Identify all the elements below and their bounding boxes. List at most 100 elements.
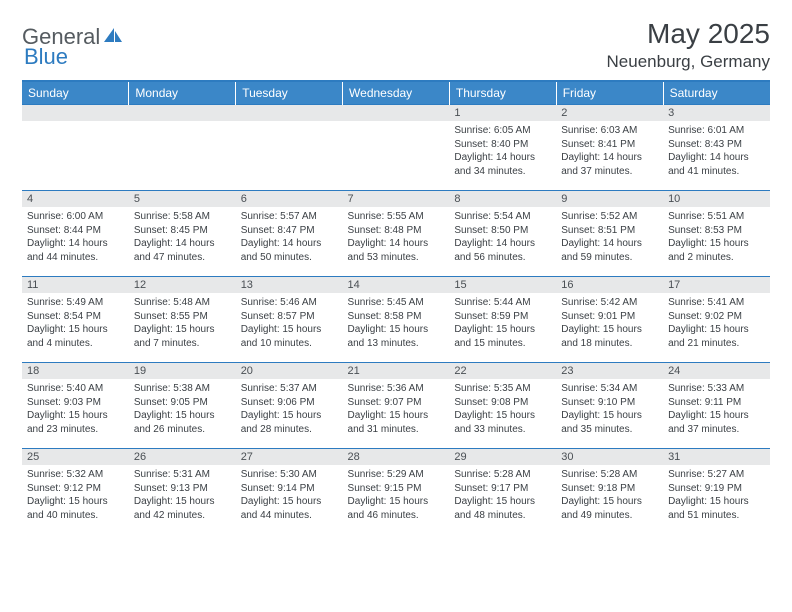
- day-number: 19: [129, 363, 236, 379]
- day-number: 31: [663, 449, 770, 465]
- day-number: [129, 105, 236, 121]
- day-details: Sunrise: 5:31 AMSunset: 9:13 PMDaylight:…: [129, 465, 236, 526]
- day-details: Sunrise: 5:44 AMSunset: 8:59 PMDaylight:…: [449, 293, 556, 354]
- day-number: 10: [663, 191, 770, 207]
- day-details: Sunrise: 5:55 AMSunset: 8:48 PMDaylight:…: [343, 207, 450, 268]
- day-details: Sunrise: 5:51 AMSunset: 8:53 PMDaylight:…: [663, 207, 770, 268]
- weekday-header: Tuesday: [236, 81, 343, 105]
- day-number: 9: [556, 191, 663, 207]
- weekday-header: Sunday: [22, 81, 129, 105]
- day-details: Sunrise: 5:48 AMSunset: 8:55 PMDaylight:…: [129, 293, 236, 354]
- day-details: Sunrise: 5:33 AMSunset: 9:11 PMDaylight:…: [663, 379, 770, 440]
- calendar-day-cell: 23Sunrise: 5:34 AMSunset: 9:10 PMDayligh…: [556, 363, 663, 449]
- calendar-day-cell: [129, 105, 236, 191]
- day-number: 1: [449, 105, 556, 121]
- day-number: 15: [449, 277, 556, 293]
- calendar-table: Sunday Monday Tuesday Wednesday Thursday…: [22, 80, 770, 535]
- calendar-week-row: 18Sunrise: 5:40 AMSunset: 9:03 PMDayligh…: [22, 363, 770, 449]
- day-number: 23: [556, 363, 663, 379]
- day-number: 17: [663, 277, 770, 293]
- calendar-day-cell: 12Sunrise: 5:48 AMSunset: 8:55 PMDayligh…: [129, 277, 236, 363]
- calendar-day-cell: 30Sunrise: 5:28 AMSunset: 9:18 PMDayligh…: [556, 449, 663, 535]
- day-details: Sunrise: 5:52 AMSunset: 8:51 PMDaylight:…: [556, 207, 663, 268]
- day-details: Sunrise: 5:30 AMSunset: 9:14 PMDaylight:…: [236, 465, 343, 526]
- day-details: Sunrise: 5:54 AMSunset: 8:50 PMDaylight:…: [449, 207, 556, 268]
- calendar-day-cell: 9Sunrise: 5:52 AMSunset: 8:51 PMDaylight…: [556, 191, 663, 277]
- day-number: [236, 105, 343, 121]
- day-details: Sunrise: 5:49 AMSunset: 8:54 PMDaylight:…: [22, 293, 129, 354]
- calendar-day-cell: 4Sunrise: 6:00 AMSunset: 8:44 PMDaylight…: [22, 191, 129, 277]
- calendar-day-cell: 14Sunrise: 5:45 AMSunset: 8:58 PMDayligh…: [343, 277, 450, 363]
- month-title: May 2025: [607, 18, 770, 50]
- day-number: 22: [449, 363, 556, 379]
- day-details: Sunrise: 5:45 AMSunset: 8:58 PMDaylight:…: [343, 293, 450, 354]
- calendar-day-cell: 27Sunrise: 5:30 AMSunset: 9:14 PMDayligh…: [236, 449, 343, 535]
- calendar-day-cell: 3Sunrise: 6:01 AMSunset: 8:43 PMDaylight…: [663, 105, 770, 191]
- weekday-header: Monday: [129, 81, 236, 105]
- calendar-day-cell: 16Sunrise: 5:42 AMSunset: 9:01 PMDayligh…: [556, 277, 663, 363]
- calendar-day-cell: 25Sunrise: 5:32 AMSunset: 9:12 PMDayligh…: [22, 449, 129, 535]
- calendar-day-cell: [343, 105, 450, 191]
- calendar-day-cell: [236, 105, 343, 191]
- day-number: 21: [343, 363, 450, 379]
- day-details: Sunrise: 5:42 AMSunset: 9:01 PMDaylight:…: [556, 293, 663, 354]
- day-details: Sunrise: 5:32 AMSunset: 9:12 PMDaylight:…: [22, 465, 129, 526]
- brand-part2: Blue: [24, 44, 68, 70]
- day-number: 4: [22, 191, 129, 207]
- calendar-day-cell: 11Sunrise: 5:49 AMSunset: 8:54 PMDayligh…: [22, 277, 129, 363]
- day-number: 7: [343, 191, 450, 207]
- weekday-header: Thursday: [449, 81, 556, 105]
- calendar-day-cell: 22Sunrise: 5:35 AMSunset: 9:08 PMDayligh…: [449, 363, 556, 449]
- calendar-day-cell: 15Sunrise: 5:44 AMSunset: 8:59 PMDayligh…: [449, 277, 556, 363]
- day-details: Sunrise: 5:40 AMSunset: 9:03 PMDaylight:…: [22, 379, 129, 440]
- day-number: 8: [449, 191, 556, 207]
- calendar-day-cell: 18Sunrise: 5:40 AMSunset: 9:03 PMDayligh…: [22, 363, 129, 449]
- day-details: Sunrise: 5:28 AMSunset: 9:17 PMDaylight:…: [449, 465, 556, 526]
- day-details: Sunrise: 5:38 AMSunset: 9:05 PMDaylight:…: [129, 379, 236, 440]
- calendar-day-cell: 29Sunrise: 5:28 AMSunset: 9:17 PMDayligh…: [449, 449, 556, 535]
- calendar-week-row: 11Sunrise: 5:49 AMSunset: 8:54 PMDayligh…: [22, 277, 770, 363]
- day-number: 18: [22, 363, 129, 379]
- title-block: May 2025 Neuenburg, Germany: [607, 18, 770, 72]
- day-number: [343, 105, 450, 121]
- calendar-week-row: 4Sunrise: 6:00 AMSunset: 8:44 PMDaylight…: [22, 191, 770, 277]
- sail-icon: [102, 24, 124, 50]
- calendar-day-cell: 13Sunrise: 5:46 AMSunset: 8:57 PMDayligh…: [236, 277, 343, 363]
- calendar-day-cell: 24Sunrise: 5:33 AMSunset: 9:11 PMDayligh…: [663, 363, 770, 449]
- calendar-day-cell: [22, 105, 129, 191]
- day-details: Sunrise: 5:29 AMSunset: 9:15 PMDaylight:…: [343, 465, 450, 526]
- weekday-header-row: Sunday Monday Tuesday Wednesday Thursday…: [22, 81, 770, 105]
- calendar-day-cell: 2Sunrise: 6:03 AMSunset: 8:41 PMDaylight…: [556, 105, 663, 191]
- calendar-day-cell: 1Sunrise: 6:05 AMSunset: 8:40 PMDaylight…: [449, 105, 556, 191]
- day-number: 13: [236, 277, 343, 293]
- day-number: 16: [556, 277, 663, 293]
- day-details: Sunrise: 6:00 AMSunset: 8:44 PMDaylight:…: [22, 207, 129, 268]
- calendar-day-cell: 20Sunrise: 5:37 AMSunset: 9:06 PMDayligh…: [236, 363, 343, 449]
- day-number: 14: [343, 277, 450, 293]
- day-details: Sunrise: 5:41 AMSunset: 9:02 PMDaylight:…: [663, 293, 770, 354]
- day-number: 27: [236, 449, 343, 465]
- day-number: 20: [236, 363, 343, 379]
- day-number: 29: [449, 449, 556, 465]
- day-details: Sunrise: 6:05 AMSunset: 8:40 PMDaylight:…: [449, 121, 556, 182]
- calendar-week-row: 25Sunrise: 5:32 AMSunset: 9:12 PMDayligh…: [22, 449, 770, 535]
- calendar-day-cell: 8Sunrise: 5:54 AMSunset: 8:50 PMDaylight…: [449, 191, 556, 277]
- day-number: 26: [129, 449, 236, 465]
- calendar-day-cell: 6Sunrise: 5:57 AMSunset: 8:47 PMDaylight…: [236, 191, 343, 277]
- calendar-day-cell: 19Sunrise: 5:38 AMSunset: 9:05 PMDayligh…: [129, 363, 236, 449]
- calendar-day-cell: 7Sunrise: 5:55 AMSunset: 8:48 PMDaylight…: [343, 191, 450, 277]
- day-number: 24: [663, 363, 770, 379]
- day-number: 30: [556, 449, 663, 465]
- day-number: [22, 105, 129, 121]
- weekday-header: Wednesday: [343, 81, 450, 105]
- day-number: 3: [663, 105, 770, 121]
- day-details: Sunrise: 5:35 AMSunset: 9:08 PMDaylight:…: [449, 379, 556, 440]
- day-number: 12: [129, 277, 236, 293]
- calendar-page: General May 2025 Neuenburg, Germany Blue…: [0, 0, 792, 545]
- calendar-day-cell: 28Sunrise: 5:29 AMSunset: 9:15 PMDayligh…: [343, 449, 450, 535]
- day-details: Sunrise: 5:36 AMSunset: 9:07 PMDaylight:…: [343, 379, 450, 440]
- day-details: Sunrise: 5:57 AMSunset: 8:47 PMDaylight:…: [236, 207, 343, 268]
- day-number: 5: [129, 191, 236, 207]
- day-details: Sunrise: 5:46 AMSunset: 8:57 PMDaylight:…: [236, 293, 343, 354]
- calendar-week-row: 1Sunrise: 6:05 AMSunset: 8:40 PMDaylight…: [22, 105, 770, 191]
